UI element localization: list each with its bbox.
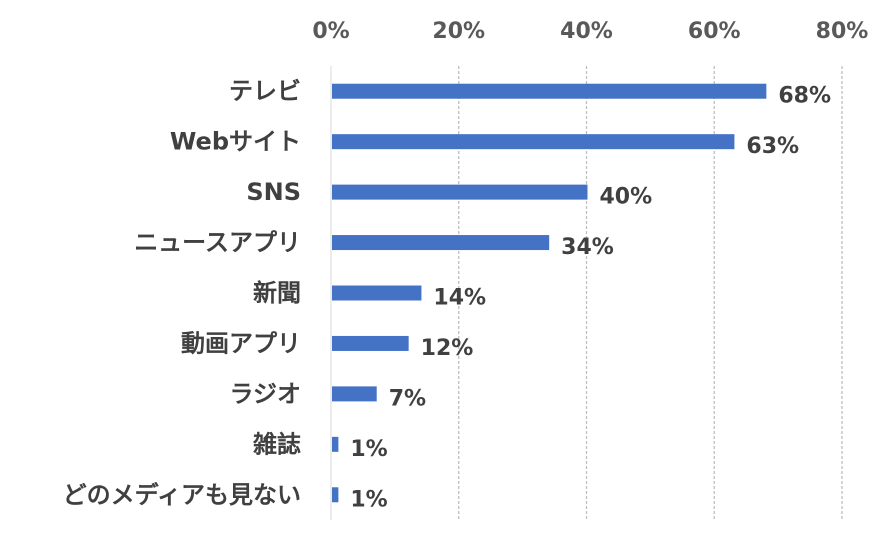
- bar: [332, 184, 588, 200]
- data-label: 1%: [350, 437, 387, 462]
- category-label: 雑誌: [252, 430, 301, 458]
- category-label: どのメディアも見ない: [63, 481, 301, 509]
- data-label: 1%: [350, 487, 387, 512]
- x-tick-label: 20%: [432, 19, 485, 44]
- x-tick-label: 60%: [688, 19, 741, 44]
- x-tick-label: 80%: [816, 19, 869, 44]
- data-label: 63%: [746, 134, 799, 159]
- bar: [332, 487, 339, 503]
- data-label: 12%: [421, 336, 474, 361]
- data-label: 40%: [600, 185, 653, 210]
- bar: [332, 235, 550, 251]
- category-label: ニュースアプリ: [134, 229, 301, 257]
- data-label: 14%: [433, 286, 486, 311]
- bar: [332, 386, 377, 402]
- category-label: Webサイト: [170, 128, 301, 156]
- category-label: テレビ: [229, 77, 301, 105]
- data-label: 7%: [389, 386, 426, 411]
- category-label: 動画アプリ: [181, 329, 301, 357]
- x-axis: 0% 20% 40% 60% 80%: [312, 19, 868, 44]
- bar: [332, 83, 767, 99]
- bars: [332, 83, 767, 503]
- bar: [332, 134, 735, 150]
- bar: [332, 335, 409, 351]
- category-axis: テレビ Webサイト SNS ニュースアプリ新聞動画アプリラジオ雑誌どのメディアも見な…: [63, 77, 301, 509]
- data-label: 68%: [778, 84, 831, 109]
- x-tick-label: 40%: [560, 19, 613, 44]
- category-label: 新聞: [253, 279, 301, 307]
- category-label: SNS: [246, 178, 301, 206]
- x-tick-label: 0%: [312, 19, 349, 44]
- category-label: ラジオ: [229, 380, 301, 408]
- data-labels: 68% 63% 40% 34% 14% 12% 7% 1% 1%: [350, 84, 831, 513]
- bar: [332, 285, 422, 301]
- bar: [332, 436, 339, 452]
- data-label: 34%: [561, 235, 614, 260]
